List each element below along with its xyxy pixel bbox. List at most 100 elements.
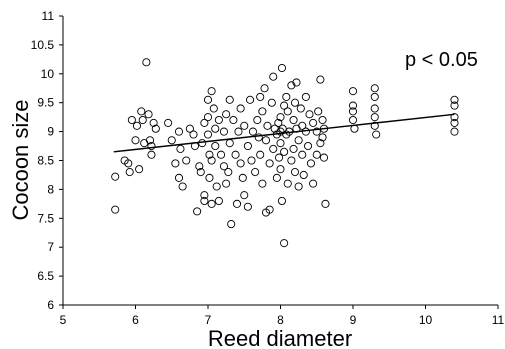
regression-line: [113, 113, 455, 153]
data-point: [214, 196, 223, 206]
data-point: [151, 124, 160, 133]
data-point: [111, 172, 120, 181]
data-point: [234, 127, 243, 136]
data-point: [219, 127, 228, 136]
data-point: [203, 113, 213, 122]
data-point: [276, 165, 285, 174]
y-tick-label: 6.5: [37, 269, 54, 283]
data-point: [318, 133, 327, 142]
data-point: [306, 159, 316, 168]
data-point: [132, 121, 141, 130]
data-point: [174, 127, 184, 136]
data-point: [312, 127, 321, 136]
data-point: [258, 107, 267, 116]
data-point: [305, 110, 314, 119]
data-point: [138, 115, 147, 125]
significance-annotation: p < 0.05: [405, 49, 478, 71]
x-tick-label: 7: [205, 313, 212, 327]
data-point: [236, 159, 245, 168]
data-point: [309, 179, 318, 188]
data-point: [258, 179, 267, 188]
data-point: [348, 101, 358, 110]
x-tick-label: 5: [60, 313, 67, 327]
y-tick-label: 8.5: [37, 154, 54, 168]
data-point: [232, 199, 242, 208]
data-point: [205, 150, 214, 159]
data-point: [131, 136, 140, 145]
data-point: [282, 92, 291, 101]
data-point: [277, 63, 287, 73]
data-point: [269, 144, 278, 153]
x-tick-label: 6: [132, 313, 139, 327]
data-point: [149, 118, 158, 127]
data-point: [238, 173, 247, 182]
data-point: [227, 220, 236, 229]
data-point: [309, 118, 318, 127]
data-point: [450, 113, 459, 122]
data-point: [294, 136, 303, 145]
data-point: [176, 144, 185, 153]
data-point: [303, 141, 313, 151]
data-point: [260, 84, 269, 93]
data-point: [231, 150, 240, 159]
data-point: [200, 196, 209, 206]
data-point: [240, 121, 249, 130]
x-tick-label: 9: [350, 313, 357, 327]
data-point: [450, 101, 459, 110]
data-point: [370, 104, 379, 113]
data-point: [283, 179, 292, 188]
data-point: [203, 130, 213, 139]
data-point: [274, 118, 283, 127]
data-point: [370, 84, 379, 93]
data-point: [135, 165, 144, 174]
data-point: [171, 159, 180, 168]
data-point: [265, 159, 274, 168]
data-point: [267, 98, 276, 107]
data-point: [450, 127, 459, 136]
y-tick-label: 10.5: [31, 38, 55, 52]
data-point: [182, 156, 191, 165]
data-point: [269, 72, 278, 81]
data-point: [301, 92, 310, 101]
data-point: [147, 150, 156, 159]
data-point: [247, 156, 256, 165]
y-tick-label: 10: [41, 67, 55, 81]
data-point: [222, 110, 231, 119]
x-tick-label: 10: [419, 313, 433, 327]
data-point: [277, 196, 287, 206]
y-tick-label: 7.5: [37, 211, 54, 225]
data-point: [298, 150, 307, 159]
data-point: [196, 168, 205, 177]
data-point: [198, 139, 207, 148]
data-point: [145, 136, 155, 145]
data-point: [137, 107, 146, 116]
data-point: [147, 141, 156, 151]
data-point: [207, 156, 216, 165]
data-point: [212, 182, 221, 191]
data-point: [282, 130, 291, 139]
data-points: [111, 58, 459, 248]
data-point: [245, 95, 255, 104]
y-tick-label: 9: [47, 125, 54, 139]
data-point: [280, 239, 289, 248]
data-point: [229, 115, 238, 125]
data-point: [207, 87, 216, 96]
data-point: [144, 110, 153, 119]
data-point: [251, 168, 260, 177]
y-tick-label: 7: [47, 240, 54, 254]
data-point: [225, 139, 234, 148]
data-point: [370, 121, 379, 130]
data-point: [124, 159, 133, 168]
data-point: [261, 136, 271, 145]
data-point: [214, 115, 223, 125]
x-axis-title: Reed diameter: [208, 326, 352, 349]
data-point: [193, 207, 202, 216]
y-tick-label: 11: [42, 9, 55, 23]
data-point: [348, 115, 358, 125]
data-point: [178, 182, 187, 191]
data-point: [240, 191, 249, 200]
data-point: [216, 150, 226, 159]
data-point: [316, 75, 325, 84]
data-point: [294, 182, 303, 191]
data-point: [290, 98, 300, 107]
